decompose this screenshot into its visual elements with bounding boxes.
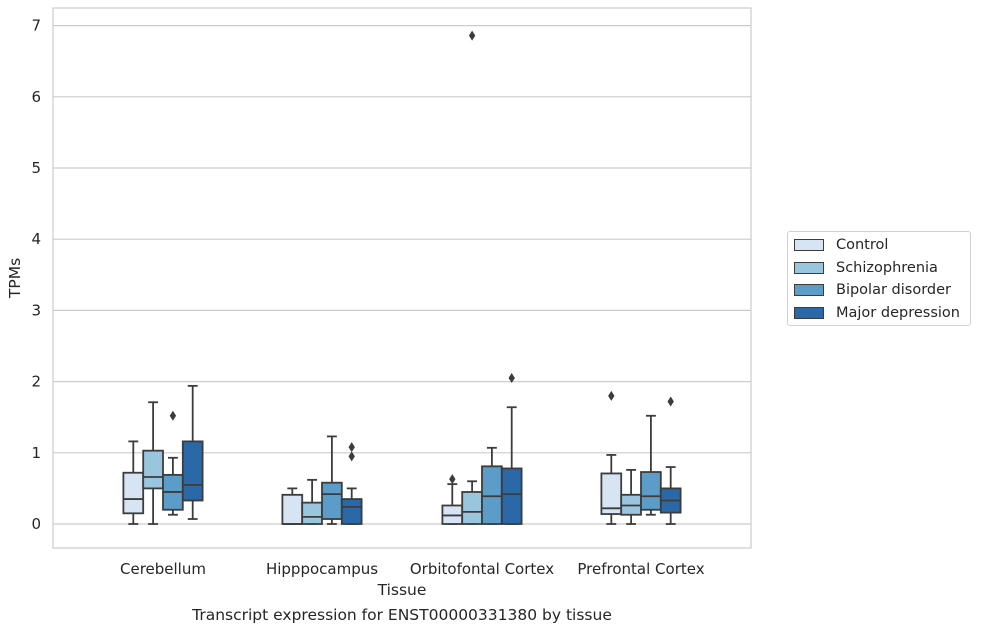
box-control-2 [441, 474, 464, 525]
x-axis-label: Tissue [377, 581, 427, 599]
outlier-point [348, 442, 355, 453]
y-tick-labels: 0 1 2 3 4 5 6 7 [31, 17, 41, 533]
y-tick-label: 5 [31, 159, 41, 177]
box-major-depression-3 [659, 396, 682, 525]
box-major-depression-1 [340, 442, 363, 525]
legend-label: Major depression [836, 304, 960, 321]
legend-item: Bipolar disorder [794, 280, 951, 300]
legend-swatch [794, 239, 824, 251]
x-tick-label: Cerebellum [120, 560, 206, 578]
box-major-depression-0 [181, 384, 204, 520]
box-body [122, 471, 145, 515]
y-tick-label: 0 [31, 515, 41, 533]
box-schizophrenia-2 [461, 30, 483, 525]
legend-label: Bipolar disorder [836, 282, 951, 298]
box-major-depression-2 [500, 373, 523, 525]
x-tick-label: Hipppocampus [266, 560, 378, 578]
box-schizophrenia-1 [301, 478, 323, 525]
legend-label: Schizophrenia [836, 259, 938, 276]
y-tick-label: 4 [31, 230, 41, 248]
box-body [321, 481, 343, 520]
outlier-point [667, 396, 674, 407]
y-tick-label: 3 [31, 301, 41, 319]
box-body [181, 440, 204, 502]
outlier-point [348, 451, 355, 462]
box-body [340, 498, 363, 525]
outlier-point [449, 474, 456, 485]
box-body [600, 472, 623, 515]
box-control-0 [122, 440, 145, 525]
box-body [481, 465, 503, 525]
grid-lines [53, 25, 751, 525]
legend-item: Major depression [794, 303, 960, 323]
legend-swatch [794, 261, 824, 274]
box-schizophrenia-0 [142, 401, 164, 525]
box-body [301, 501, 323, 525]
legend-swatch [794, 306, 824, 319]
outlier-point [508, 373, 515, 384]
outlier-point [169, 410, 177, 421]
legend: Control Schizophrenia Bipolar disorder Majo… [787, 231, 971, 326]
box-control-3 [600, 390, 623, 525]
outlier-point [468, 30, 476, 41]
boxes [122, 30, 682, 525]
y-tick-label: 7 [31, 17, 41, 35]
box-body [500, 467, 523, 525]
x-tick-labels: Cerebellum Hipppocampus Orbitofontal Corte… [120, 560, 705, 578]
legend-label: Control [836, 237, 889, 253]
legend-item: Schizophrenia [794, 258, 938, 278]
box-schizophrenia-3 [620, 468, 642, 525]
legend-item: Control [794, 235, 888, 255]
box-body [142, 449, 164, 490]
y-axis-label: TPMs [6, 258, 24, 299]
x-tick-label: Orbitofontal Cortex [410, 560, 554, 578]
y-tick-label: 2 [31, 373, 41, 391]
box-control-1 [281, 487, 304, 525]
box-body [461, 491, 483, 525]
box-body [281, 493, 304, 525]
chart-caption: Transcript expression for ENST0000033138… [192, 606, 612, 624]
box-bipolar-disorder-1 [321, 435, 343, 525]
box-bipolar-disorder-3 [640, 414, 662, 516]
legend-swatch [794, 284, 824, 296]
y-tick-label: 1 [31, 444, 41, 462]
box-body [640, 471, 662, 511]
y-tick-label: 6 [31, 88, 41, 106]
plot-frame [52, 7, 752, 549]
outlier-point [608, 390, 615, 401]
x-tick-label: Prefrontal Cortex [577, 560, 704, 578]
